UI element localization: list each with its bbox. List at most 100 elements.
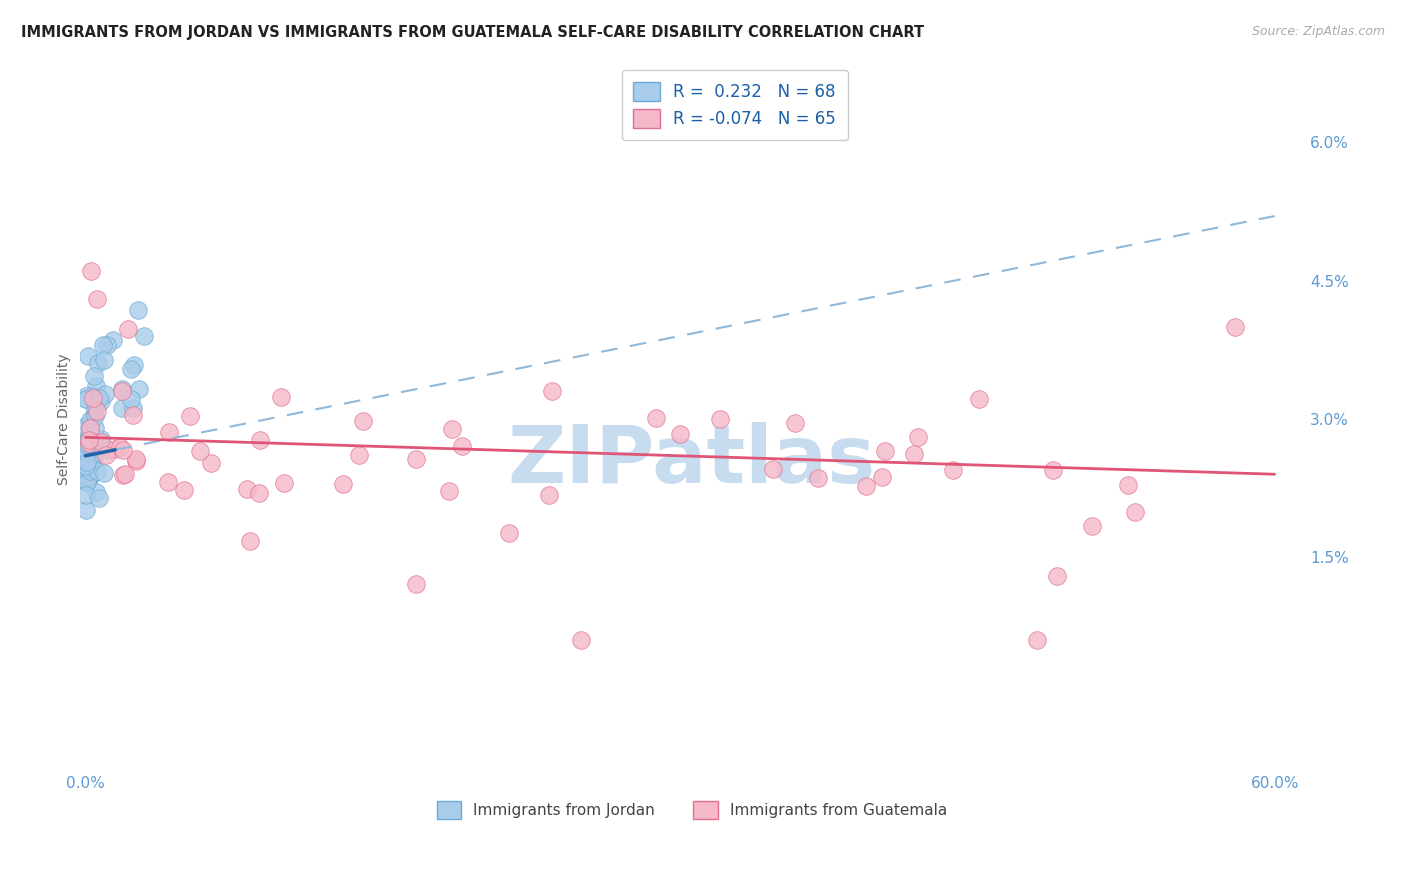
Point [80,458,103,472]
Point [132,329,155,343]
Point [450,439,472,453]
Point [76,446,98,460]
Point [1025,633,1047,648]
Point [77,458,100,473]
Point [104,442,127,456]
Point [90,435,112,450]
Point [83,407,105,421]
Point [111,443,134,458]
Point [76,349,98,363]
Point [79,421,101,435]
Point [79,420,101,434]
Point [84,402,107,417]
Point [79,450,101,464]
Point [79,413,101,427]
Point [439,484,461,499]
Point [942,463,965,477]
Point [1223,319,1246,334]
Point [111,384,134,399]
Point [79,463,101,477]
Point [855,479,877,493]
Point [103,333,125,347]
Point [79,469,101,483]
Point [173,483,195,497]
Point [669,426,692,441]
Point [79,437,101,451]
Point [76,470,98,484]
Point [93,353,115,368]
Point [120,392,142,406]
Point [1046,568,1069,582]
Point [84,420,107,434]
Point [762,461,785,475]
Point [79,435,101,450]
Point [405,451,427,466]
Y-axis label: Self-Care Disability: Self-Care Disability [58,353,72,484]
Point [75,392,97,407]
Text: ZIPatlas: ZIPatlas [508,422,876,500]
Point [332,476,354,491]
Point [125,452,148,467]
Point [84,409,107,423]
Point [86,404,108,418]
Point [541,384,564,398]
Point [75,418,97,433]
Point [709,412,731,426]
Point [96,338,118,352]
Point [108,440,131,454]
Text: IMMIGRANTS FROM JORDAN VS IMMIGRANTS FROM GUATEMALA SELF-CARE DISABILITY CORRELA: IMMIGRANTS FROM JORDAN VS IMMIGRANTS FRO… [21,25,924,40]
Point [87,491,110,506]
Point [179,409,201,424]
Point [76,437,98,451]
Point [156,475,179,490]
Point [87,356,110,370]
Point [122,401,145,416]
Point [875,444,897,458]
Point [75,458,97,473]
Point [120,361,142,376]
Point [76,431,98,445]
Point [80,264,103,278]
Point [967,392,990,407]
Point [79,472,101,486]
Point [79,417,101,431]
Point [93,466,115,480]
Point [84,438,107,452]
Point [236,482,259,496]
Point [76,435,98,450]
Point [270,390,292,404]
Point [249,433,271,447]
Point [907,430,929,444]
Point [188,443,211,458]
Point [79,434,101,448]
Point [76,475,98,490]
Point [75,389,97,403]
Point [498,525,520,540]
Point [114,467,136,482]
Point [91,337,114,351]
Point [79,455,101,469]
Point [807,470,830,484]
Point [157,425,180,439]
Point [569,633,592,648]
Point [94,448,117,462]
Point [1116,477,1139,491]
Point [75,392,97,406]
Point [94,386,117,401]
Point [538,488,561,502]
Point [84,379,107,393]
Point [84,445,107,459]
Point [75,475,97,489]
Point [84,484,107,499]
Point [76,473,98,487]
Point [200,456,222,470]
Point [75,450,97,464]
Point [111,468,134,483]
Point [347,448,370,462]
Point [1123,505,1146,519]
Point [83,450,105,464]
Point [97,442,120,457]
Point [870,470,893,484]
Point [77,434,100,449]
Point [903,447,925,461]
